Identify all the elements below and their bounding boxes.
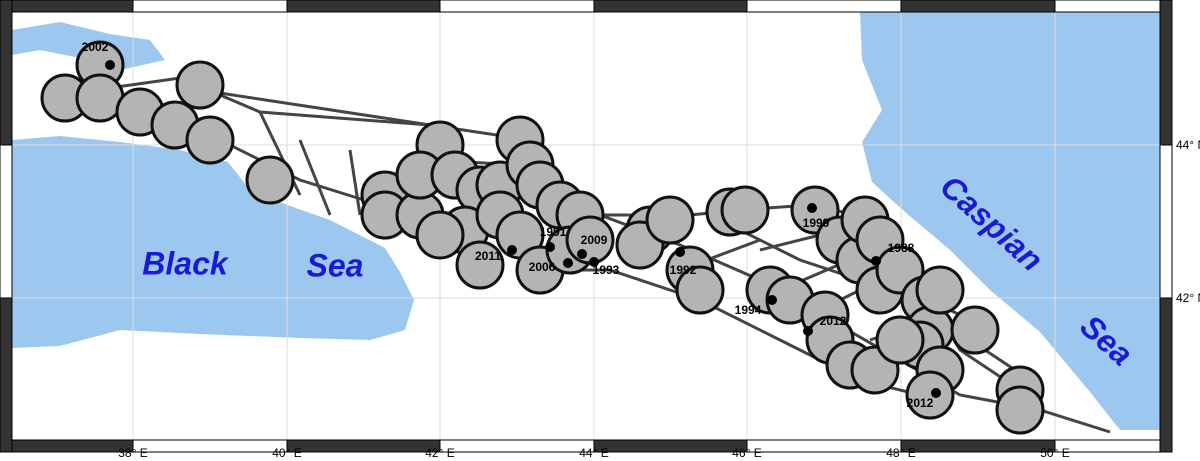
frame-bar xyxy=(439,439,595,453)
frame-bar xyxy=(746,439,902,453)
events: 2002 1991 2009 2011 2006 1993 1992 1999 1988 1994… xyxy=(82,40,941,410)
event-dot xyxy=(675,247,685,257)
frame-bar xyxy=(1159,297,1173,453)
event-dot xyxy=(807,203,817,213)
sea-label: Sea xyxy=(307,247,364,283)
zone xyxy=(675,265,725,315)
zone xyxy=(185,115,235,165)
zone xyxy=(175,60,225,110)
frame-bar xyxy=(1159,144,1173,299)
road xyxy=(199,88,431,127)
frame-bar xyxy=(439,0,595,13)
event-dot xyxy=(803,326,813,336)
longitude-label: 40° E xyxy=(272,446,301,460)
zone xyxy=(995,385,1045,435)
zone xyxy=(455,240,505,290)
latitude-label: 42° N xyxy=(1176,291,1200,305)
frame-bar xyxy=(0,144,13,299)
zone xyxy=(720,185,770,235)
frame-bar xyxy=(900,439,1056,453)
frame-bar xyxy=(286,439,441,453)
event-dot xyxy=(507,245,517,255)
longitude-label: 48° E xyxy=(886,446,915,460)
frame-bar xyxy=(1159,0,1173,146)
zone xyxy=(245,155,295,205)
event-year: 1999 xyxy=(803,216,830,230)
zone xyxy=(915,265,965,315)
event-year: 1992 xyxy=(670,263,697,277)
frame-bar xyxy=(0,297,13,453)
zone xyxy=(875,315,925,365)
frame-bar xyxy=(1054,0,1173,13)
frame xyxy=(0,0,1173,453)
zone xyxy=(905,370,955,420)
zone xyxy=(950,305,1000,355)
longitude-label: 38° E xyxy=(118,446,147,460)
event-dot xyxy=(767,295,777,305)
frame-bar xyxy=(132,439,288,453)
event-year: 2002 xyxy=(82,40,109,54)
road xyxy=(348,149,362,216)
longitude-label: 44° E xyxy=(579,446,608,460)
event-year: 2006 xyxy=(529,260,556,274)
frame-bar xyxy=(900,0,1056,13)
sea-label: Black xyxy=(142,245,230,281)
event-dot xyxy=(545,242,555,252)
frame-bar xyxy=(746,0,902,13)
frame-bar xyxy=(593,0,748,13)
frame-bar xyxy=(286,0,441,13)
frame-bar xyxy=(0,439,134,453)
event-dot xyxy=(589,257,599,267)
zone xyxy=(415,210,465,260)
frame-bar xyxy=(0,0,13,146)
latitude-label: 44° N xyxy=(1176,138,1200,152)
frame-bar xyxy=(593,439,748,453)
event-year: 2009 xyxy=(581,233,608,247)
road xyxy=(759,233,821,252)
event-dot xyxy=(931,388,941,398)
frame-bar xyxy=(1054,439,1173,453)
event-year: 1991 xyxy=(540,225,567,239)
event-year: 2012 xyxy=(907,396,934,410)
caspian-sea xyxy=(860,12,1160,430)
frame-bar xyxy=(0,0,134,13)
zone xyxy=(645,195,695,245)
event-year: 1988 xyxy=(888,241,915,255)
black-sea xyxy=(12,136,414,348)
longitude-label: 46° E xyxy=(732,446,761,460)
event-dot xyxy=(871,256,881,266)
longitude-label: 42° E xyxy=(425,446,454,460)
road xyxy=(298,139,332,216)
frame-bar xyxy=(132,0,288,13)
event-year: 2012 xyxy=(820,314,847,328)
water xyxy=(12,12,1160,430)
event-year: 1993 xyxy=(593,263,620,277)
event-dot xyxy=(105,60,115,70)
longitude-label: 50° E xyxy=(1040,446,1069,460)
event-dot xyxy=(577,249,587,259)
event-dot xyxy=(563,258,573,268)
event-year: 1994 xyxy=(735,303,762,317)
event-year: 2011 xyxy=(475,249,501,263)
